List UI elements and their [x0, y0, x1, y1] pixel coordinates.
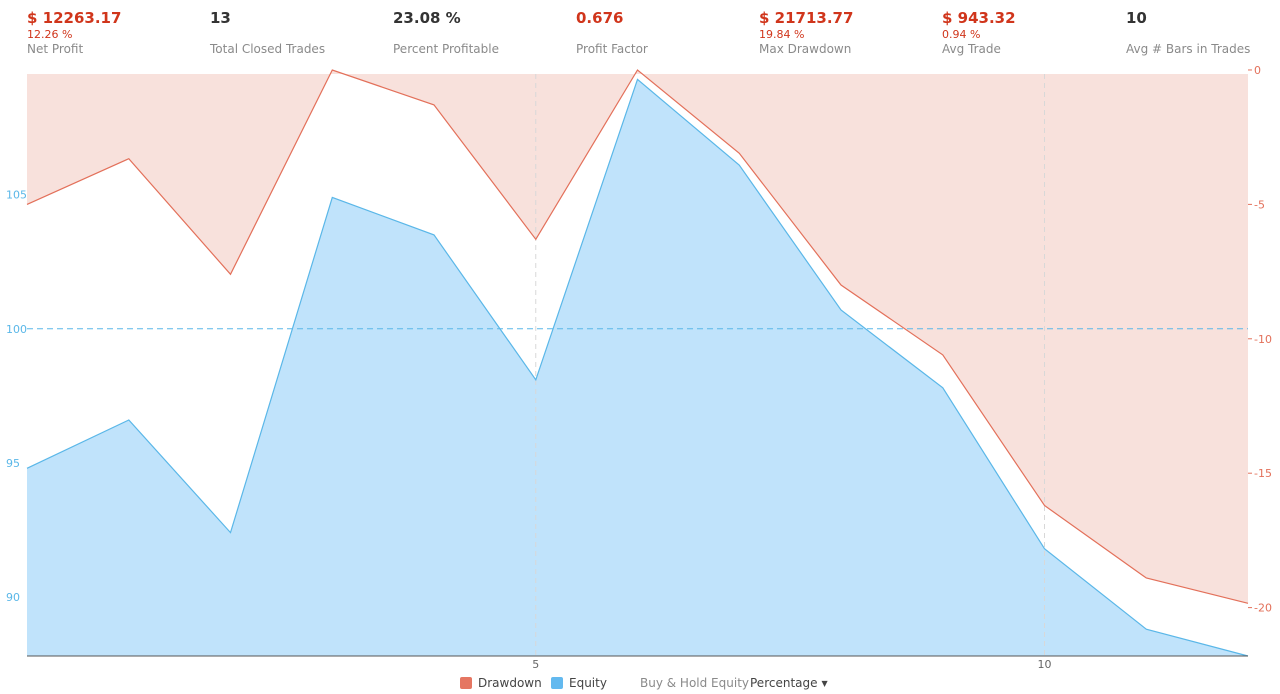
- stat-max-drawdown: $ 21713.77 19.84 % Max Drawdown: [759, 8, 939, 57]
- right-axis-tick-label: 0: [1254, 64, 1261, 77]
- x-tick-label: 5: [532, 658, 539, 671]
- stat-subvalue: 19.84 %: [759, 28, 805, 41]
- left-axis-tick-label: 95: [6, 457, 20, 470]
- stat-label: Max Drawdown: [759, 42, 852, 56]
- left-axis-tick-label: 100: [6, 323, 27, 336]
- x-tick-label: 10: [1038, 658, 1052, 671]
- chart-legend: Drawdown Equity Buy & Hold Equity Percen…: [0, 674, 1280, 692]
- stat-label: Net Profit: [27, 42, 84, 56]
- stat-profit-factor: 0.676 Profit Factor: [576, 8, 756, 57]
- left-axis-tick-label: 105: [6, 189, 27, 202]
- stat-total-closed-trades: 13 Total Closed Trades: [210, 8, 390, 57]
- legend-equity-label: Equity: [569, 676, 607, 690]
- chevron-down-icon: ▼: [821, 678, 828, 688]
- percentage-dropdown-label: Percentage: [750, 676, 818, 690]
- stat-net-profit: $ 12263.17 12.26 % Net Profit: [27, 8, 207, 57]
- stat-label: Total Closed Trades: [210, 42, 326, 56]
- equity-swatch: [551, 677, 563, 689]
- legend-drawdown[interactable]: Drawdown: [460, 674, 542, 692]
- legend-equity[interactable]: Equity: [551, 674, 607, 692]
- stat-label: Avg # Bars in Trades: [1126, 42, 1251, 56]
- stat-value: 13: [210, 9, 231, 27]
- drawdown-swatch: [460, 677, 472, 689]
- legend-buy-hold-label: Buy & Hold Equity: [640, 676, 750, 690]
- stat-subvalue: 0.94 %: [942, 28, 981, 41]
- percentage-dropdown[interactable]: Percentage ▼: [750, 674, 828, 692]
- right-axis-tick-label: -10: [1254, 333, 1272, 346]
- right-axis-tick-label: -15: [1254, 467, 1272, 480]
- left-axis-tick-label: 90: [6, 591, 20, 604]
- stat-percent-profitable: 23.08 % Percent Profitable: [393, 8, 573, 57]
- stat-subvalue: 12.26 %: [27, 28, 73, 41]
- stat-value: $ 12263.17: [27, 9, 122, 27]
- stat-label: Percent Profitable: [393, 42, 499, 56]
- stat-avg-trade: $ 943.32 0.94 % Avg Trade: [942, 8, 1122, 57]
- drawdown-area: [27, 70, 1248, 604]
- equity-area: [27, 79, 1248, 656]
- stat-value: $ 943.32: [942, 9, 1016, 27]
- stats-bar: $ 12263.17 12.26 % Net Profit 13 Total C…: [0, 0, 1280, 64]
- stat-label: Profit Factor: [576, 42, 648, 56]
- stat-value: 0.676: [576, 9, 624, 27]
- equity-drawdown-chart: 5 10 90 95 100 105 0 -5 -10 -15 -20: [6, 64, 1272, 671]
- right-axis-tick-label: -5: [1254, 198, 1265, 211]
- right-axis-tick-label: -20: [1254, 602, 1272, 615]
- stat-value: 23.08 %: [393, 9, 461, 27]
- equity-line: [26, 78, 1249, 657]
- stat-label: Avg Trade: [942, 42, 1001, 56]
- stat-value: $ 21713.77: [759, 9, 854, 27]
- legend-drawdown-label: Drawdown: [478, 676, 542, 690]
- stat-value: 10: [1126, 9, 1147, 27]
- stat-avg-bars-in-trades: 10 Avg # Bars in Trades: [1126, 8, 1280, 57]
- drawdown-line: [26, 69, 1249, 604]
- legend-buy-hold-equity[interactable]: Buy & Hold Equity: [640, 674, 749, 692]
